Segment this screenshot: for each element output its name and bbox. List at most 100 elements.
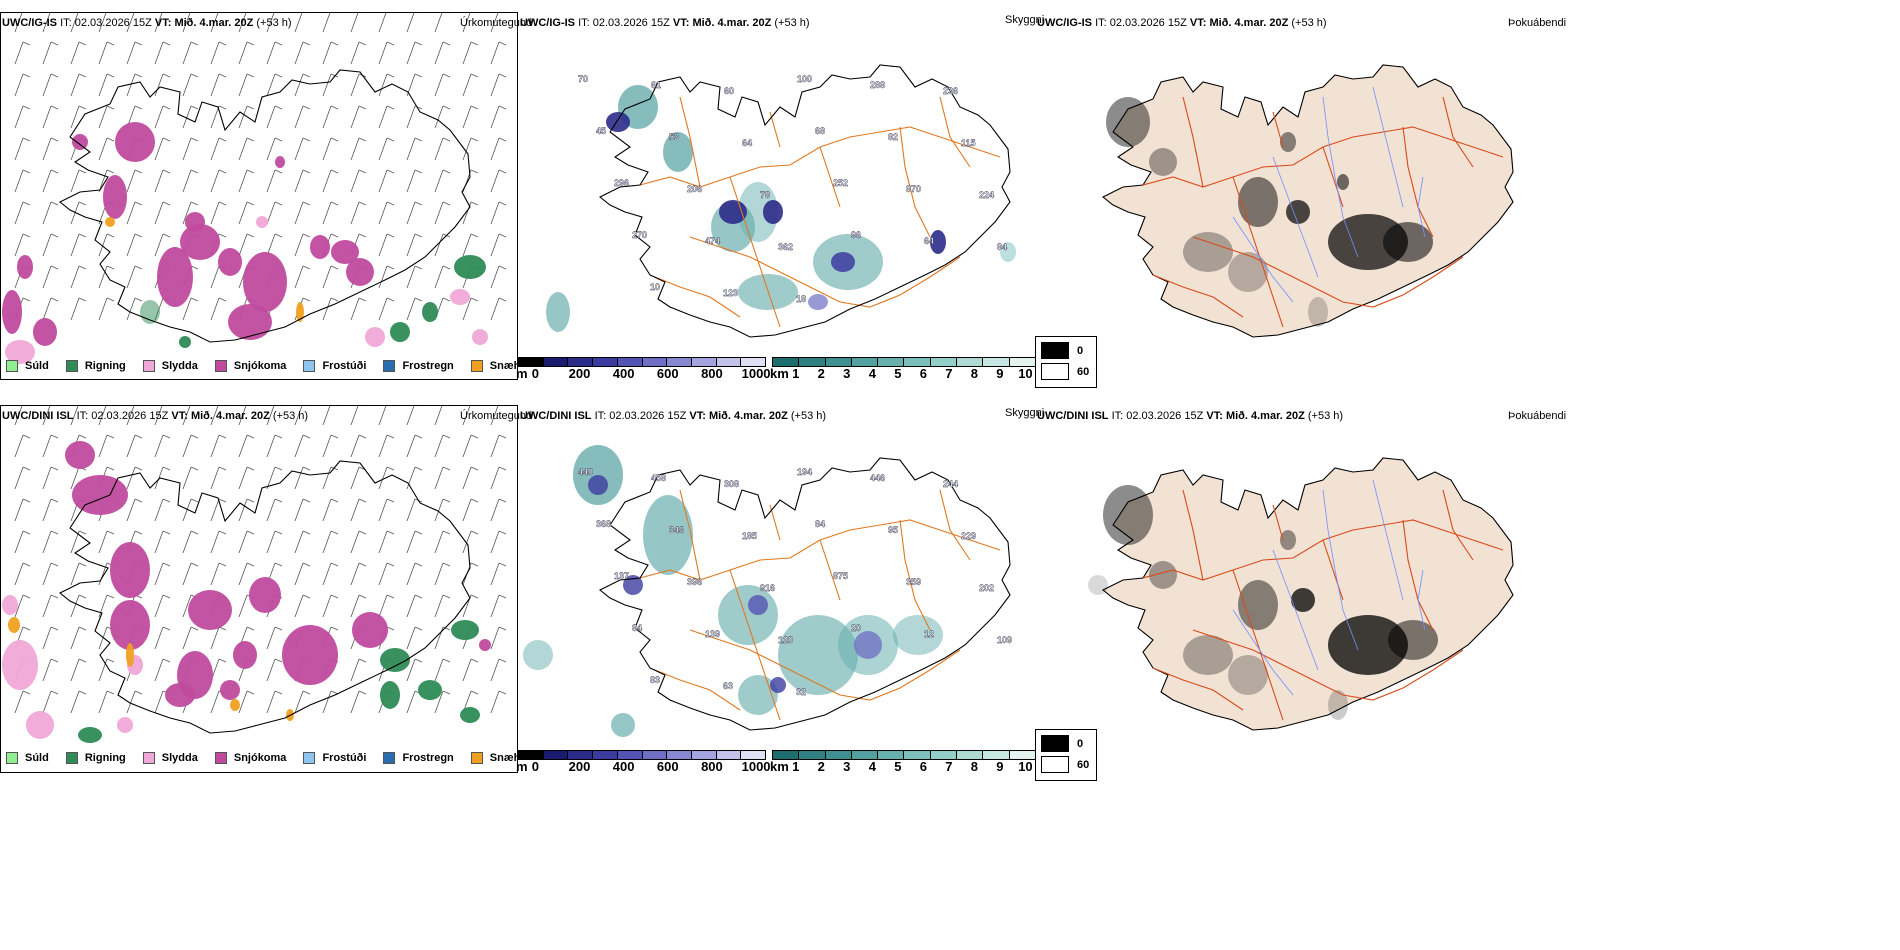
precip-area (808, 294, 828, 310)
colorbar-segment (741, 751, 766, 759)
wind-barb-flag (274, 498, 283, 503)
fog-area (1388, 620, 1438, 660)
wind-barb (98, 12, 107, 33)
precip-type-legend: Súld Rigning Slydda Snjókoma Frostúði Frostre… (6, 360, 518, 372)
wind-barb-flag (138, 12, 143, 14)
legend-label: Slydda (161, 752, 198, 764)
wind-barb (322, 73, 332, 97)
wind-barb-flag (330, 137, 339, 142)
visibility-panel-igis: 70 61 60 100 288 236 45 53 64 68 82 115 296 206 78 252 8… (518, 12, 1038, 380)
wind-barb (266, 658, 276, 682)
precip-area (331, 240, 359, 264)
wind-barb (322, 594, 332, 618)
legend-label: Súld (25, 752, 49, 764)
wind-barb-flag (274, 41, 283, 46)
wind-barb-flag (78, 233, 87, 238)
wind-barb (70, 297, 80, 321)
precip-area (126, 643, 134, 667)
wind-barb-flag (22, 73, 31, 78)
wind-barb (98, 105, 108, 129)
wind-barb (406, 658, 416, 682)
wind-barb-flag (246, 233, 255, 238)
wind-barb (42, 233, 52, 257)
wind-barb-flag (22, 434, 31, 439)
wind-barb-flag (190, 169, 199, 174)
wind-barb-flag (218, 530, 227, 535)
wind-barb-flag (26, 12, 31, 14)
iceland-coastline (58, 460, 471, 734)
ceiling-labels: 440 458 308 194 446 244 368 346 185 84 95 229 137 396… (578, 467, 1012, 697)
wind-barb (462, 137, 472, 161)
wind-barb (126, 690, 136, 714)
wind-barb (238, 73, 248, 97)
legend-label: Snjókoma (233, 360, 287, 372)
colorbar-tick-label: 9 (996, 759, 1004, 774)
wind-barb-flag (274, 562, 283, 567)
legend-swatch (142, 360, 155, 372)
wind-barb-flag (22, 626, 31, 631)
wind-barb (98, 233, 108, 257)
wind-barb-flag (78, 690, 87, 695)
wind-barb (294, 265, 304, 289)
wind-barb (210, 434, 220, 458)
wind-barb-flag (330, 201, 339, 206)
wind-barb (322, 297, 332, 321)
precip-area (365, 327, 385, 347)
precip-area (893, 615, 943, 655)
precip-type-legend: Súld Rigning Slydda Snjókoma Frostúði Frostre… (6, 752, 518, 764)
wind-barb (294, 201, 304, 225)
wind-barb (14, 690, 24, 714)
wind-barb-flag (302, 169, 311, 174)
fog-area (1291, 588, 1315, 612)
panel-name: Skyggni (1005, 14, 1045, 26)
precip-area (523, 640, 553, 670)
wind-barb-flag (414, 201, 423, 206)
wind-barb (406, 297, 416, 321)
wind-barb (182, 530, 192, 554)
wind-barb-flag (218, 105, 227, 110)
ceiling-value-label: 32 (796, 687, 806, 697)
wind-barb-flag (386, 105, 395, 110)
wind-barb-flag (78, 297, 87, 302)
fog-area (1238, 177, 1278, 227)
ceiling-value-label: 296 (614, 178, 629, 188)
colorbar-tick-label: 400 (612, 366, 635, 381)
wind-barb-flag (278, 405, 283, 407)
wind-barb (434, 169, 444, 193)
wind-barb (70, 658, 80, 682)
ceiling-value-label: 84 (997, 242, 1007, 252)
wind-barb-flag (106, 297, 115, 302)
wind-barb (182, 169, 192, 193)
wind-barb (42, 105, 52, 129)
ceiling-value-label: 270 (632, 230, 647, 240)
wind-barb (70, 233, 80, 257)
ceiling-value-label: 368 (596, 519, 611, 529)
wind-barb-flag (274, 466, 283, 471)
wind-barb-flag (26, 405, 31, 407)
legend-item: Slydda (142, 752, 198, 764)
wind-barb-flag (302, 265, 311, 270)
wind-barb-flag (22, 594, 31, 599)
wind-barb (266, 41, 276, 65)
colorbar-tick-label: 200 (568, 366, 591, 381)
wind-barb (378, 297, 388, 321)
wind-barb-flag (442, 434, 451, 439)
wind-barb-flag (218, 466, 227, 471)
wind-barb-flag (386, 466, 395, 471)
wind-barb (210, 297, 220, 321)
wind-barb (238, 405, 247, 426)
colorbar-segment (1009, 358, 1035, 366)
wind-barb-flag (134, 169, 143, 174)
wind-barb-flag (50, 137, 59, 142)
wind-barb (126, 233, 136, 257)
wind-barb (434, 562, 444, 586)
fog-legend-label: 60 (1077, 365, 1090, 378)
wind-barb (434, 201, 444, 225)
wind-barb (406, 562, 416, 586)
colorbar-segment (741, 358, 766, 366)
colorbar-tick-label: 0 (531, 759, 539, 774)
wind-barb-flag (498, 626, 507, 631)
wind-barb-flag (106, 658, 115, 663)
wind-barbs (14, 12, 507, 321)
wind-barb-flag (106, 466, 115, 471)
